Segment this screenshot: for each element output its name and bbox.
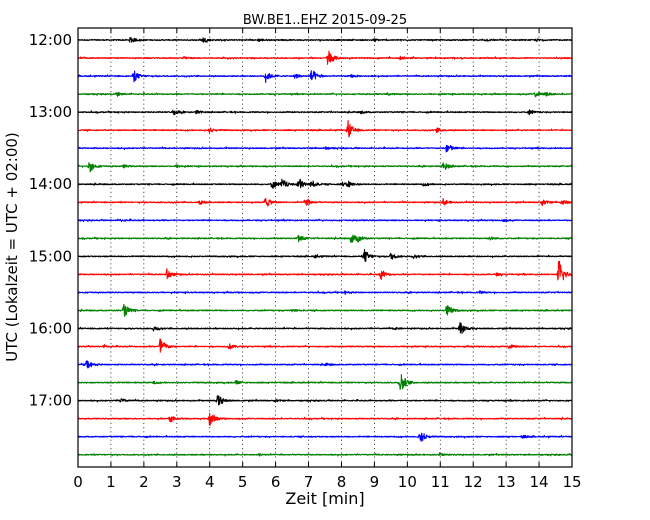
- x-tick-label: 2: [139, 473, 149, 491]
- x-tick-label: 0: [73, 473, 83, 491]
- seismogram-trace-1415: [77, 197, 573, 207]
- seismogram-trace-1645: [77, 374, 573, 390]
- seismogram-trace-1430: [77, 218, 573, 223]
- y-axis-label: UTC (Lokalzeit = UTC + 02:00): [3, 132, 21, 362]
- y-tick-label: 16:00: [29, 319, 72, 337]
- y-tick-label: 13:00: [29, 103, 72, 121]
- x-tick-label: 8: [337, 473, 347, 491]
- seismogram-trace-1630: [77, 360, 573, 369]
- seismogram-trace-1300: [77, 109, 573, 116]
- seismogram-trace-1515: [77, 260, 573, 281]
- x-tick-label: 15: [562, 473, 581, 491]
- seismogram-trace-1200: [77, 36, 573, 43]
- seismogram-trace-1730: [77, 432, 573, 442]
- seismogram-trace-1745: [77, 452, 573, 457]
- x-tick-label: 7: [304, 473, 314, 491]
- seismogram-trace-1615: [77, 338, 573, 353]
- seismogram-trace-1445: [77, 234, 573, 243]
- x-tick-label: 9: [370, 473, 380, 491]
- y-tick-label: 12:00: [29, 31, 72, 49]
- x-tick-label: 14: [530, 473, 549, 491]
- seismogram-trace-1600: [77, 322, 573, 335]
- seismogram-trace-1715: [77, 412, 573, 426]
- y-tick-label: 17:00: [29, 392, 72, 410]
- x-tick-label: 5: [238, 473, 248, 491]
- seismogram-trace-1545: [77, 303, 573, 317]
- seismogram-trace-1345: [77, 162, 573, 173]
- plot-frame: [77, 27, 573, 468]
- x-tick-label: 13: [497, 473, 516, 491]
- seismogram-trace-1215: [77, 50, 573, 65]
- y-tick-label: 15:00: [29, 247, 72, 265]
- axes: 0 1 2 3 4 5 6 7 8 9 10 11 12 13 14 1512:0013:0014:0015:…: [29, 28, 582, 491]
- x-tick-label: 6: [271, 473, 281, 491]
- traces: [77, 36, 573, 457]
- x-tick-label: 11: [431, 473, 450, 491]
- y-tick-label: 14:00: [29, 175, 72, 193]
- chart-title: BW.BE1..EHZ 2015-09-25: [243, 13, 407, 28]
- seismogram-trace-1245: [77, 91, 573, 98]
- seismogram-trace-1700: [77, 395, 573, 406]
- seismogram-trace-1230: [77, 70, 573, 84]
- x-tick-label: 10: [398, 473, 417, 491]
- x-tick-label: 4: [205, 473, 215, 491]
- x-tick-label: 12: [464, 473, 483, 491]
- x-tick-label: 3: [172, 473, 182, 491]
- x-axis-label: Zeit [min]: [285, 489, 364, 508]
- seismogram-trace-1400: [77, 178, 573, 189]
- x-tick-label: 1: [106, 473, 116, 491]
- seismogram-trace-1315: [77, 119, 573, 138]
- seismogram-trace-1530: [77, 290, 573, 295]
- grid: [110, 28, 540, 467]
- seismogram-trace-1330: [77, 144, 573, 153]
- seismogram-trace-1500: [77, 248, 573, 262]
